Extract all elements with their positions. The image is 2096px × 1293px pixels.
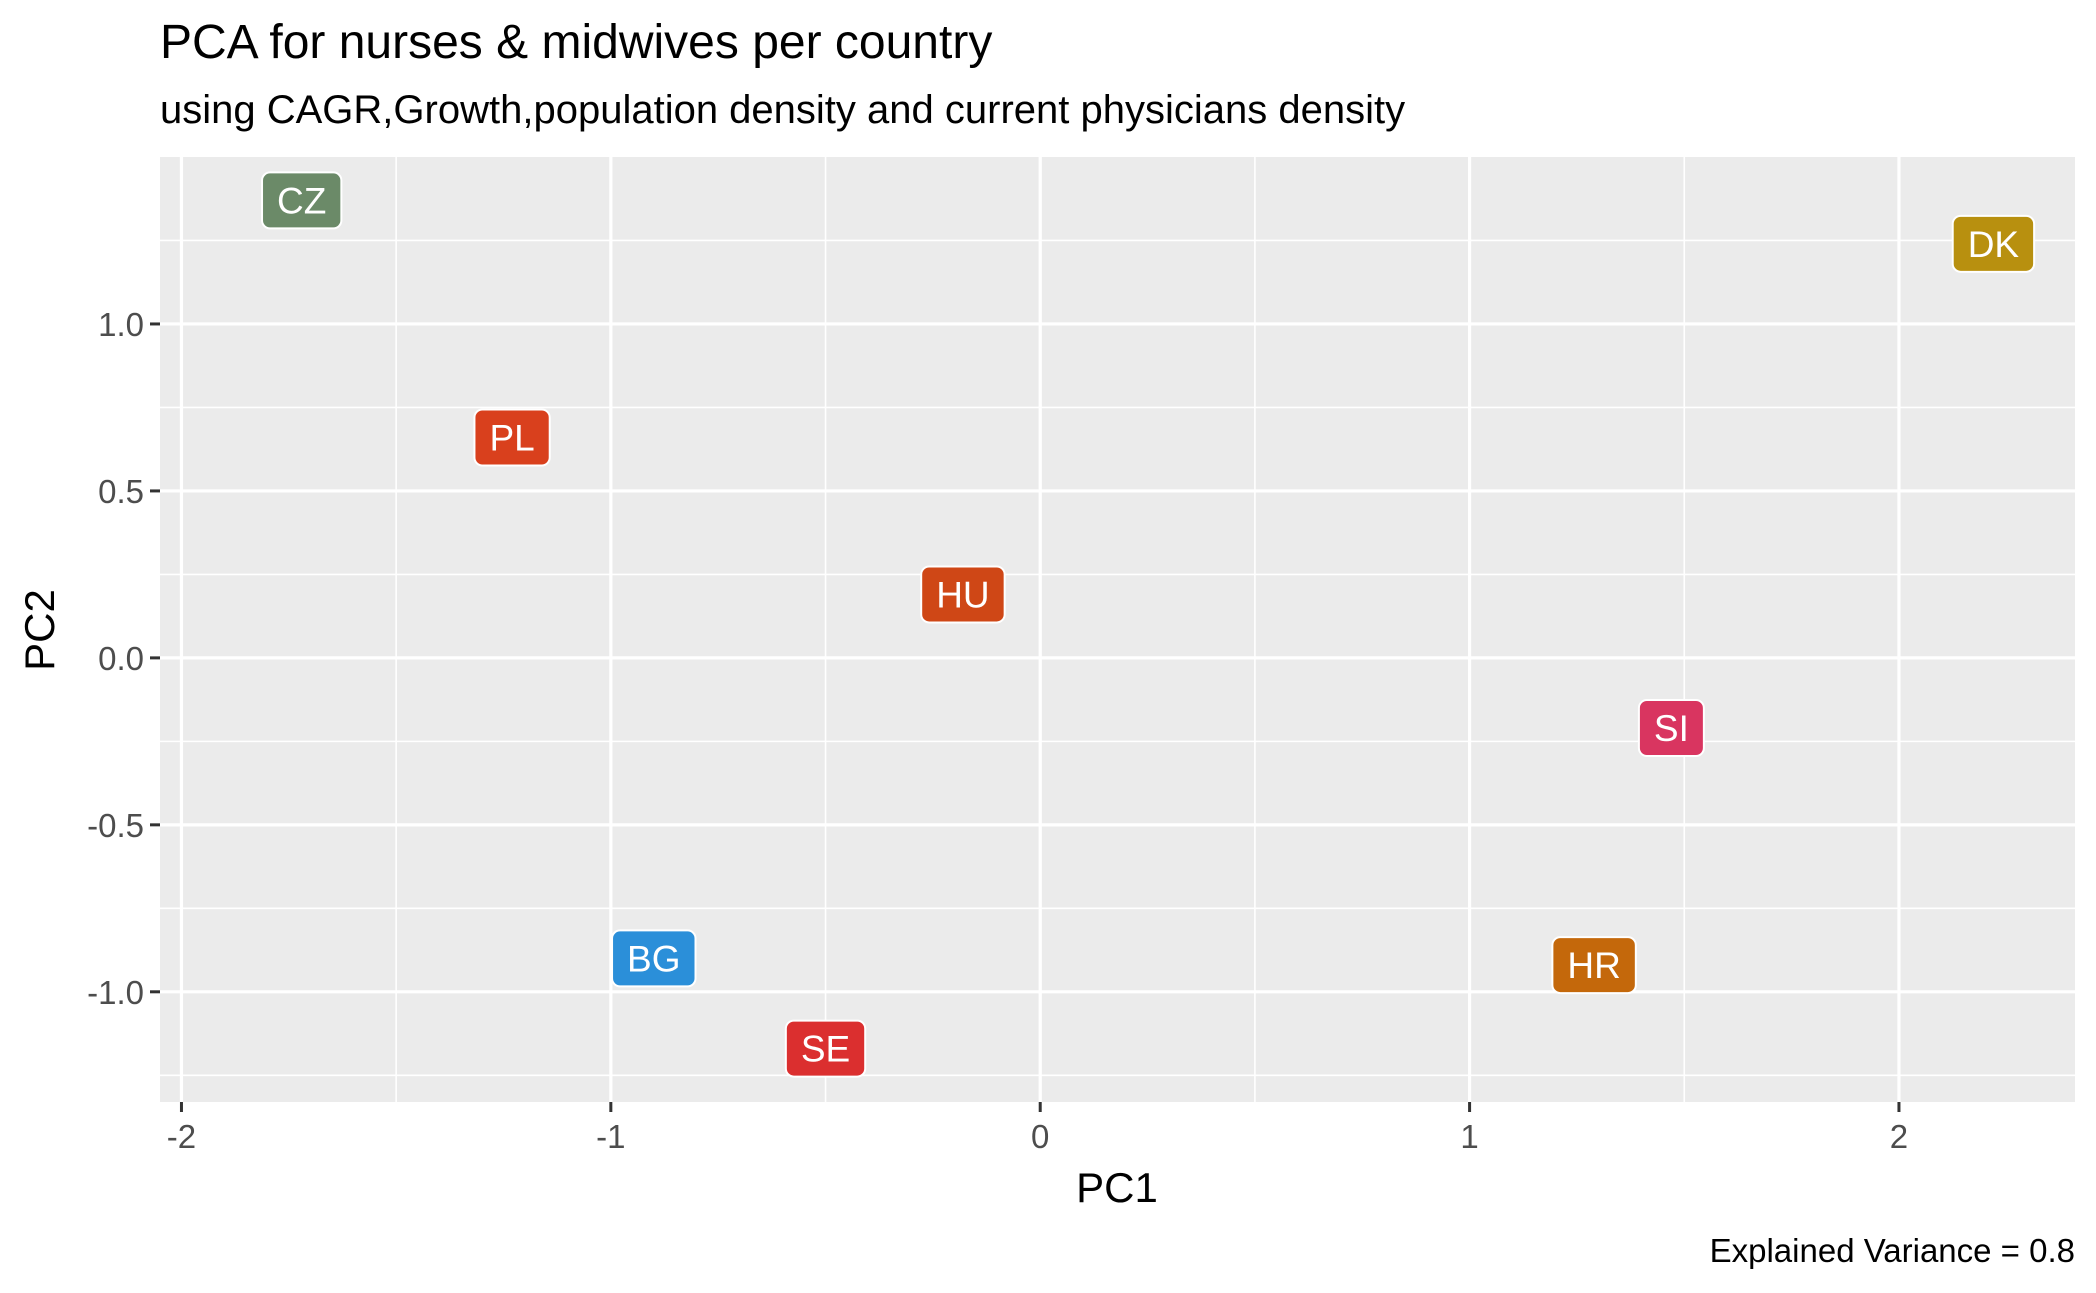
point-label-text: HR — [1567, 945, 1620, 986]
point-label-si: SI — [1637, 699, 1705, 758]
axis-ticks — [150, 322, 1901, 1112]
point-label-box — [784, 1019, 867, 1078]
point-label-box — [611, 929, 697, 988]
minor-gridlines — [160, 157, 2075, 1102]
point-label-text: HU — [936, 574, 989, 615]
point-label-text: SI — [1654, 708, 1689, 749]
point-label-text: SE — [801, 1029, 850, 1070]
explained-variance-caption: Explained Variance = 0.8 — [1710, 1232, 2075, 1269]
point-label-box — [261, 171, 343, 230]
y-tick-label: 1.0 — [98, 306, 144, 343]
point-label-text: PL — [489, 417, 534, 458]
y-tick-label: -1.0 — [87, 974, 144, 1011]
point-label-text: BG — [627, 938, 680, 979]
y-tick-label: -0.5 — [87, 807, 144, 844]
x-tick-label: 0 — [1031, 1118, 1049, 1155]
x-axis-title: PC1 — [1076, 1164, 1158, 1211]
point-label-cz: CZ — [261, 171, 343, 230]
point-label-box — [473, 408, 551, 467]
x-tick-label: -2 — [167, 1118, 196, 1155]
x-axis-tick-labels: -2 -1 0 1 2 — [167, 1118, 1908, 1155]
point-label-text: CZ — [277, 180, 326, 221]
point-label-box — [1637, 699, 1705, 758]
chart-title: PCA for nurses & midwives per country — [160, 16, 992, 69]
point-label-hr: HR — [1551, 936, 1637, 995]
x-tick-label: 2 — [1890, 1118, 1908, 1155]
y-tick-label: 0.5 — [98, 473, 144, 510]
x-tick-label: -1 — [596, 1118, 625, 1155]
major-gridlines — [160, 157, 2075, 1102]
y-axis-tick-labels: -1.0 -0.5 0.0 0.5 1.0 — [87, 306, 144, 1011]
point-label-hu: HU — [920, 565, 1006, 624]
point-label-text: DK — [1968, 224, 2020, 265]
plot-panel — [160, 157, 2075, 1102]
y-axis-title: PC2 — [16, 589, 63, 671]
point-label-pl: PL — [473, 408, 551, 467]
point-label-se: SE — [784, 1019, 867, 1078]
x-tick-label: 1 — [1460, 1118, 1478, 1155]
point-label-box — [1551, 936, 1637, 995]
point-label-box — [1951, 214, 2036, 273]
y-tick-label: 0.0 — [98, 640, 144, 677]
point-label-bg: BG — [611, 929, 697, 988]
point-label-dk: DK — [1951, 214, 2036, 273]
point-labels: CZ DK PL HU SI BG HR SE — [261, 171, 2036, 1078]
point-label-box — [920, 565, 1006, 624]
chart-subtitle: using CAGR,Growth,population density and… — [160, 88, 1405, 132]
